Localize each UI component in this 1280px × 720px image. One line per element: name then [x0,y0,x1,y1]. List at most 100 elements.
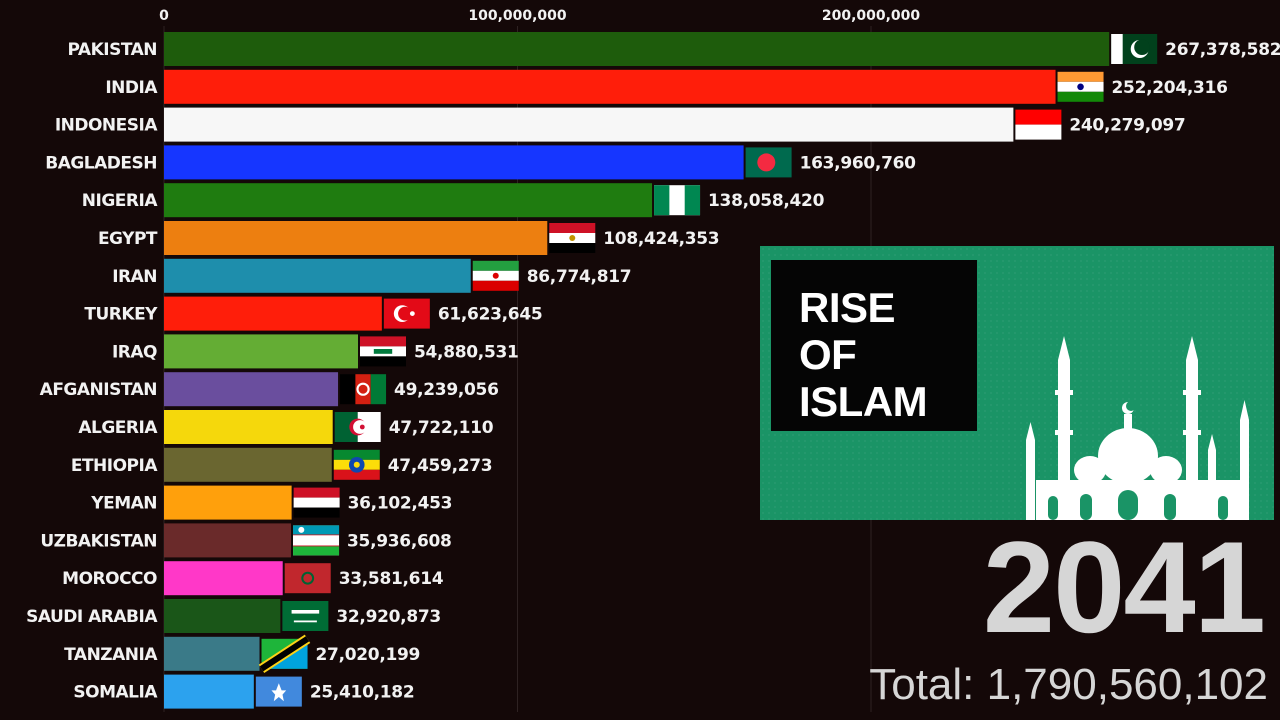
category-label: SOMALIA [73,683,158,703]
category-label: ETHIOPIA [71,456,158,476]
category-label: INDONESIA [55,116,159,136]
year-label: 2041 [982,514,1266,660]
mosque-icon [1026,336,1249,520]
value-label: 240,279,097 [1069,116,1185,136]
category-label: IRAQ [112,342,157,362]
ethiopia-flag-icon [333,449,380,480]
nigeria-flag-icon [654,185,701,216]
bar [164,258,471,293]
india-flag-icon [1057,71,1104,102]
bar-row: ALGERIA 47,722,110 [78,410,494,444]
category-label: PAKISTAN [68,40,157,60]
value-label: 47,459,273 [388,456,493,476]
bar-row: INDIA 252,204,316 [105,69,1228,104]
bar [164,674,254,709]
x-axis-ticks: 0 100,000,000 200,000,000 [159,8,920,24]
iran-flag-icon [472,260,519,291]
algeria-flag-icon [334,412,381,442]
value-label: 33,581,614 [339,569,444,589]
bangladesh-flag-icon [745,147,792,178]
bar [164,523,292,558]
total-label: Total: 1,790,560,102 [869,660,1268,709]
bar [164,107,1014,142]
bars: PAKISTAN 267,378,582 INDIA 252,204,316 INDON… [26,32,1280,709]
tanzania-flag-icon [258,634,311,673]
category-label: SAUDI ARABIA [26,607,158,627]
category-label: EGYPT [98,229,158,249]
category-label: INDIA [105,78,158,98]
category-label: TANZANIA [64,645,158,665]
value-label: 252,204,316 [1112,78,1228,98]
value-label: 267,378,582 [1165,40,1280,60]
yemen-flag-icon [293,487,340,518]
bar-row: BAGLADESH 163,960,760 [45,145,917,180]
bar-row: SOMALIA 25,410,182 [73,674,415,709]
somalia-flag-icon [255,676,302,707]
category-label: IRAN [112,267,157,287]
value-label: 49,239,056 [394,380,499,400]
bar-row: TURKEY 61,623,645 [84,296,543,331]
value-label: 61,623,645 [438,305,543,325]
bar [164,636,260,671]
iraq-flag-icon [360,336,407,367]
banner-title-line: OF [799,331,857,378]
bar-row: INDONESIA 240,279,097 [55,107,1186,142]
category-label: AFGANISTAN [40,380,157,400]
value-label: 86,774,817 [527,267,632,287]
indonesia-flag-icon [1015,109,1062,140]
bar [164,32,1110,66]
category-label: UZBAKISTAN [40,531,157,551]
bar-row: NIGERIA 138,058,420 [82,183,825,218]
x-tick-label: 100,000,000 [468,8,567,24]
category-label: YEMAN [90,494,157,514]
bar [164,296,382,331]
bar [164,485,292,520]
bar-row: PAKISTAN 267,378,582 [68,32,1280,66]
category-label: BAGLADESH [45,153,157,173]
value-label: 36,102,453 [348,494,453,514]
value-label: 25,410,182 [310,683,415,703]
x-tick-label: 200,000,000 [822,8,921,24]
bar-row: IRAQ 54,880,531 [112,334,519,369]
banner-title: RISE OF ISLAM [799,284,969,425]
category-label: TURKEY [84,305,158,325]
bar [164,599,281,633]
banner-title-line: ISLAM [799,378,928,425]
value-label: 54,880,531 [414,342,519,362]
saudi-arabia-flag-icon [282,601,329,631]
banner-title-box: RISE OF ISLAM [771,260,977,431]
value-label: 32,920,873 [336,607,441,627]
category-label: ALGERIA [78,418,158,438]
bar-row: YEMAN 36,102,453 [90,485,453,520]
value-label: 163,960,760 [800,153,917,173]
bar [164,372,339,407]
value-label: 27,020,199 [316,645,421,665]
bar-row: MOROCCO 33,581,614 [62,561,444,596]
x-tick-label: 0 [159,8,169,24]
bar [164,334,359,369]
egypt-flag-icon [549,223,596,253]
bar [164,561,283,596]
bar-row: TANZANIA 27,020,199 [64,634,421,673]
bar [164,447,332,482]
bar [164,183,653,218]
bar [164,221,548,255]
afghanistan-flag-icon [340,374,387,405]
bar-row: SAUDI ARABIA 32,920,873 [26,599,441,633]
category-label: MOROCCO [62,569,157,589]
value-label: 108,424,353 [603,229,719,249]
bar-row: IRAN 86,774,817 [112,258,632,293]
uzbekistan-flag-icon [293,525,340,556]
category-label: NIGERIA [82,191,159,211]
bar-row: UZBAKISTAN 35,936,608 [40,523,452,558]
value-label: 138,058,420 [708,191,825,211]
bar [164,410,333,444]
bar [164,69,1056,104]
rise-of-islam-banner: RISE OF ISLAM [760,246,1274,520]
bar-row: EGYPT 108,424,353 [98,221,720,255]
bar-row: ETHIOPIA 47,459,273 [71,447,493,482]
bar-row: AFGANISTAN 49,239,056 [40,372,499,407]
value-label: 47,722,110 [389,418,494,438]
morocco-flag-icon [284,563,331,594]
